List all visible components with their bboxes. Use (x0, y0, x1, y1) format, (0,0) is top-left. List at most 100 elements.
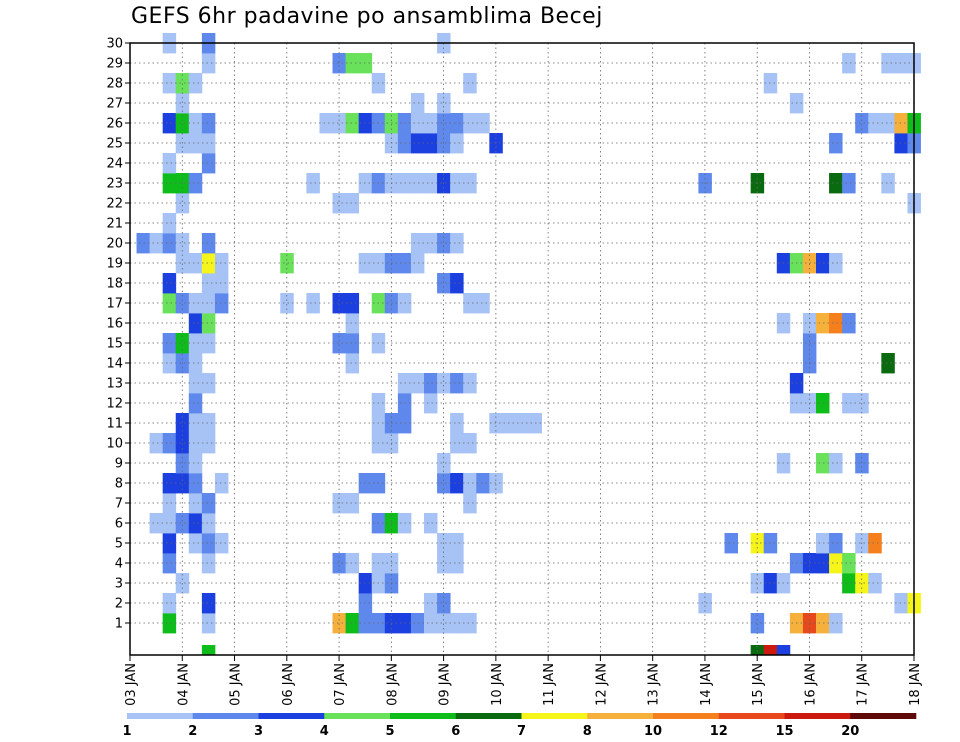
heatmap-cell (175, 73, 190, 94)
heatmap-cell (162, 273, 177, 294)
legend-label: 3 (254, 724, 263, 739)
heatmap-cell (345, 493, 360, 514)
heatmap-cell (463, 173, 477, 194)
legend-swatch (127, 713, 194, 719)
heatmap-cell (410, 613, 425, 634)
heatmap-cell (842, 573, 856, 594)
heatmap-cell (201, 613, 216, 634)
heatmap-cell (332, 53, 346, 74)
y-tick-label: 25 (106, 137, 123, 152)
y-tick-label: 28 (106, 77, 123, 92)
heatmap-cell (345, 113, 360, 134)
heatmap-cell (698, 593, 712, 614)
heatmap-cell (201, 553, 216, 574)
y-tick-label: 21 (106, 217, 123, 232)
x-tick-label: 15 JAN (751, 663, 766, 706)
heatmap-cell (450, 553, 464, 574)
heatmap-cell (816, 453, 830, 474)
x-tick-label: 16 JAN (803, 663, 818, 706)
heatmap-cell (437, 233, 451, 254)
x-tick-label: 08 JAN (385, 663, 400, 706)
chart-title: GEFS 6hr padavine po ansamblima Becej (131, 4, 603, 29)
heatmap-cell (136, 233, 150, 254)
heatmap-cell (829, 453, 843, 474)
heatmap-cell (280, 253, 294, 274)
heatmap-cell (842, 553, 856, 574)
heatmap-cell (332, 113, 346, 134)
heatmap-cell (424, 233, 438, 254)
heatmap-cell (410, 173, 425, 194)
heatmap-cell (306, 293, 320, 314)
heatmap-cell (842, 393, 856, 414)
heatmap-cell (214, 293, 229, 314)
heatmap-cell (175, 233, 190, 254)
legend-swatch (258, 713, 325, 719)
heatmap-cell (410, 233, 425, 254)
legend-label: 10 (644, 724, 662, 739)
heatmap-cell (201, 373, 216, 394)
heatmap-cell (450, 373, 464, 394)
heatmap-cell (437, 553, 451, 574)
heatmap-cell (763, 645, 778, 655)
heatmap-cell (842, 173, 856, 194)
heatmap-cell (894, 113, 908, 134)
heatmap-cell (175, 93, 190, 114)
heatmap-cell (437, 473, 451, 494)
heatmap-cell (175, 333, 190, 354)
heatmap-cell (332, 193, 346, 214)
x-tick-label: 11 JAN (542, 663, 557, 706)
heatmap-cell (437, 613, 451, 634)
heatmap-cell (214, 533, 229, 554)
heatmap-cell (829, 173, 843, 194)
heatmap-cell (214, 253, 229, 274)
heatmap-cell (476, 473, 490, 494)
heatmap-cell (162, 233, 177, 254)
y-tick-label: 27 (106, 97, 123, 112)
heatmap-cell (345, 353, 360, 374)
heatmap-cell (724, 533, 738, 554)
grid-lines (130, 42, 914, 655)
heatmap-cells (136, 33, 921, 655)
heatmap-cell (201, 273, 216, 294)
legend-label: 2 (188, 724, 197, 739)
heatmap-cell (450, 613, 464, 634)
heatmap-cell (188, 493, 203, 514)
legend-label: 4 (320, 724, 329, 739)
heatmap-cell (175, 433, 190, 454)
heatmap-cell (410, 113, 425, 134)
legend-label: 12 (710, 724, 728, 739)
heatmap-cell (463, 113, 477, 134)
heatmap-cell (424, 513, 438, 534)
heatmap-cell (201, 113, 216, 134)
heatmap-cell (332, 553, 346, 574)
heatmap-cell (188, 393, 203, 414)
heatmap-cell (437, 113, 451, 134)
heatmap-cell (842, 53, 856, 74)
heatmap-cell (450, 173, 464, 194)
heatmap-cell (345, 313, 360, 334)
heatmap-cell (894, 593, 908, 614)
heatmap-cell (829, 533, 843, 554)
y-tick-label: 18 (106, 277, 123, 292)
heatmap-cell (149, 433, 164, 454)
heatmap-cell (345, 53, 360, 74)
x-tick-label: 06 JAN (281, 663, 296, 706)
heatmap-cell (437, 593, 451, 614)
heatmap-cell (463, 493, 477, 514)
legend-label: 20 (841, 724, 859, 739)
heatmap-cell (410, 93, 425, 114)
heatmap-cell (855, 113, 869, 134)
heatmap-cell (489, 413, 503, 434)
heatmap-cell (188, 313, 203, 334)
legend-swatch (521, 713, 588, 719)
heatmap-cell (345, 193, 360, 214)
heatmap-cell (188, 173, 203, 194)
heatmap-cell (463, 373, 477, 394)
heatmap-cell (162, 473, 177, 494)
heatmap-cell (450, 473, 464, 494)
y-tick-label: 15 (106, 337, 123, 352)
heatmap-cell (201, 293, 216, 314)
legend-label: 8 (583, 724, 592, 739)
heatmap-cell (868, 573, 882, 594)
heatmap-cell (162, 293, 177, 314)
